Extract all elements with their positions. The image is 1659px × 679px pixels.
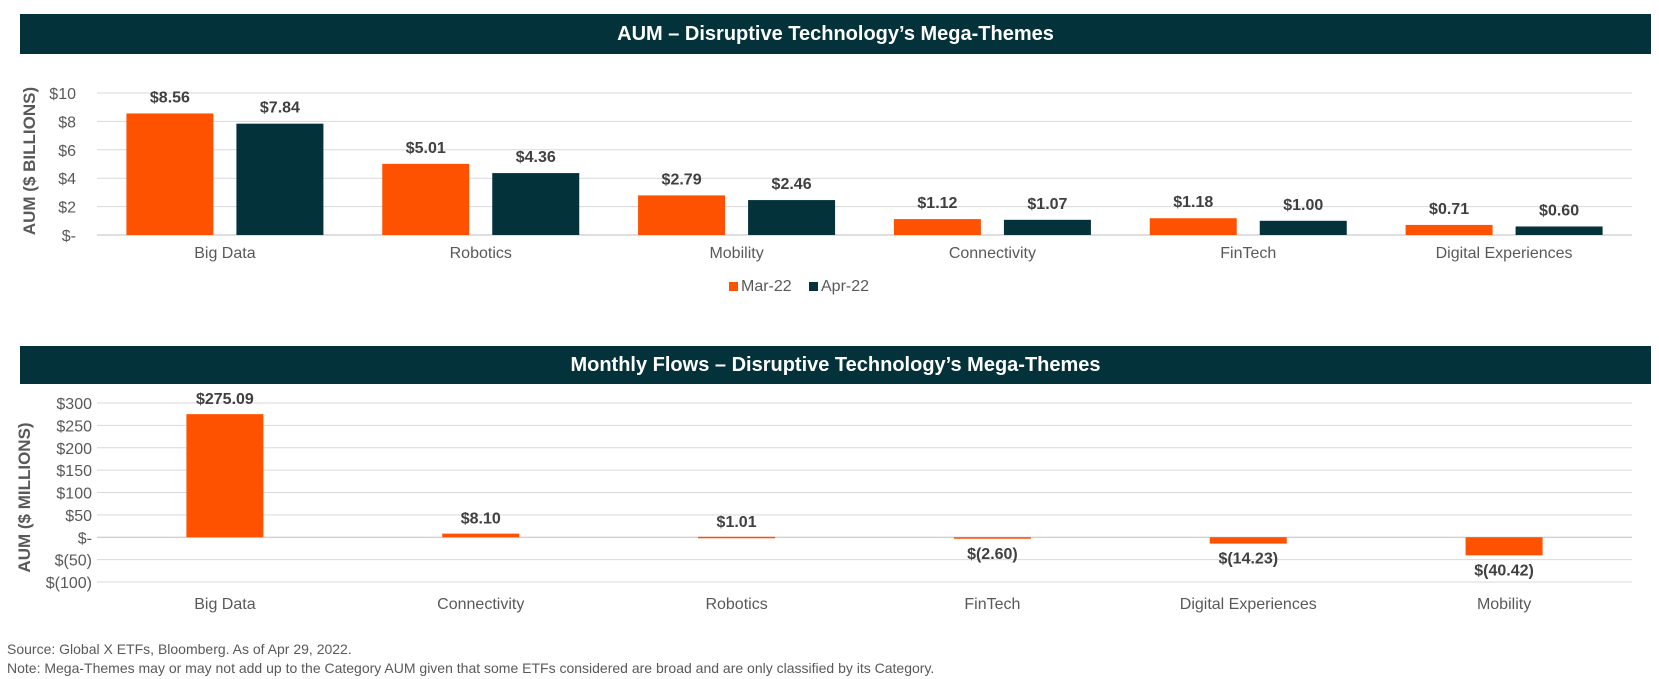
x-tick-label: Mobility (709, 245, 763, 262)
legend-label: Mar-22 (741, 278, 792, 295)
data-label: $(40.42) (1474, 562, 1534, 579)
legend-swatch (809, 282, 818, 291)
y-tick-label: $300 (56, 396, 92, 413)
data-label: $0.71 (1429, 201, 1469, 218)
x-tick-label: Mobility (1477, 596, 1531, 613)
flow-bar (186, 414, 264, 538)
data-label: $2.46 (772, 176, 812, 193)
legend-label: Apr-22 (821, 278, 869, 295)
y-tick-label: $6 (58, 143, 76, 160)
y-tick-label: $- (62, 228, 76, 245)
flow-bar (1209, 537, 1287, 544)
y-tick-label: $8 (58, 114, 76, 131)
y-tick-label: $2 (58, 200, 76, 217)
y-tick-label: $200 (56, 441, 92, 458)
bar-apr-22 (236, 123, 324, 235)
bar-mar-22 (638, 195, 726, 235)
bar-apr-22 (492, 173, 580, 235)
y-tick-label: $150 (56, 463, 92, 480)
bar-mar-22 (893, 219, 981, 235)
y-tick-label: $(50) (55, 553, 92, 570)
bar-mar-22 (1405, 224, 1493, 235)
flows-chart: $(100) $(50) $- $50 $100 $150 $200 $250 $300 AUM … (15, 391, 1632, 613)
y-tick-label: $(100) (46, 575, 92, 592)
x-tick-label: FinTech (1220, 245, 1276, 262)
y-tick-label: $- (78, 530, 92, 547)
y-tick-label: $10 (49, 86, 76, 103)
bar-mar-22 (382, 163, 470, 235)
bar-mar-22 (1149, 218, 1237, 235)
x-tick-label: Robotics (450, 245, 512, 262)
y-tick-label: $100 (56, 486, 92, 503)
x-tick-label: Digital Experiences (1180, 596, 1317, 613)
data-label: $8.10 (461, 511, 501, 528)
bar-mar-22 (126, 113, 214, 235)
data-label: $(14.23) (1218, 551, 1278, 568)
data-label: $275.09 (196, 391, 254, 408)
bar-apr-22 (748, 200, 836, 235)
bar-apr-22 (1003, 219, 1091, 235)
x-tick-label: Robotics (705, 596, 767, 613)
data-label: $4.36 (516, 149, 556, 166)
legend-swatch (729, 282, 738, 291)
bar-apr-22 (1515, 226, 1603, 235)
x-tick-label: Big Data (194, 245, 255, 262)
x-tick-label: Connectivity (949, 245, 1036, 262)
y-axis-title: AUM ($ BILLIONS) (20, 87, 39, 235)
source-note: Source: Global X ETFs, Bloomberg. As of … (7, 641, 352, 657)
flows-chart-title: Monthly Flows – Disruptive Technology’s … (20, 346, 1651, 384)
data-label: $1.01 (717, 514, 757, 531)
bar-apr-22 (1259, 220, 1347, 235)
data-label: $2.79 (662, 171, 702, 188)
flow-bar (698, 536, 776, 539)
flow-bar (1465, 537, 1543, 556)
data-label: $1.12 (917, 195, 957, 212)
y-tick-label: $4 (58, 171, 76, 188)
y-tick-label: $250 (56, 418, 92, 435)
data-label: $1.00 (1283, 197, 1323, 214)
data-label: $5.01 (406, 140, 446, 157)
data-label: $(2.60) (967, 546, 1018, 563)
y-axis-title: AUM ($ MILLIONS) (15, 422, 34, 572)
y-tick-label: $50 (65, 508, 92, 525)
x-tick-label: Connectivity (437, 596, 524, 613)
flow-bar (953, 537, 1031, 539)
x-tick-label: Big Data (194, 596, 255, 613)
x-tick-label: FinTech (964, 596, 1020, 613)
data-label: $7.84 (260, 100, 300, 117)
footnote: Note: Mega-Themes may or may not add up … (7, 660, 935, 676)
aum-chart-title: AUM – Disruptive Technology’s Mega-Theme… (20, 14, 1651, 54)
aum-chart: $- $2 $4 $6 $8 $10 AUM ($ BILLIONS) $8.56 $7.84 B… (20, 86, 1632, 295)
x-tick-label: Digital Experiences (1436, 245, 1573, 262)
data-label: $1.18 (1173, 194, 1213, 211)
data-label: $1.07 (1027, 196, 1067, 213)
data-label: $8.56 (150, 89, 190, 106)
flow-bar (442, 533, 520, 538)
data-label: $0.60 (1539, 202, 1579, 219)
